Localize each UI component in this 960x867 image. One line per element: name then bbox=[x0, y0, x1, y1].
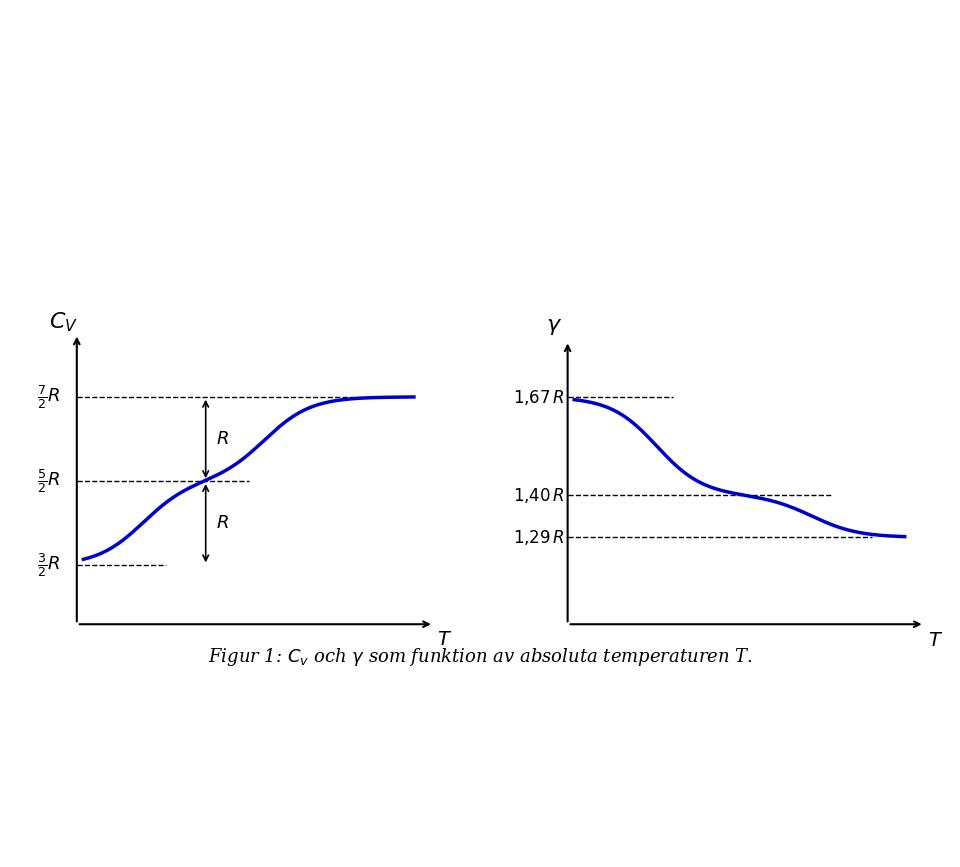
Text: $R$: $R$ bbox=[216, 514, 228, 532]
Text: $1{,}67\,R$: $1{,}67\,R$ bbox=[513, 388, 564, 407]
Text: $1{,}29\,R$: $1{,}29\,R$ bbox=[513, 528, 564, 547]
Text: $R$: $R$ bbox=[216, 430, 228, 448]
Text: Figur 1: $C_v$ och $\gamma$ som funktion av absoluta temperaturen T.: Figur 1: $C_v$ och $\gamma$ som funktion… bbox=[207, 646, 753, 668]
Text: $\frac{7}{2}R$: $\frac{7}{2}R$ bbox=[37, 383, 60, 411]
Text: $1{,}40\,R$: $1{,}40\,R$ bbox=[513, 486, 564, 505]
Text: $\frac{5}{2}R$: $\frac{5}{2}R$ bbox=[37, 467, 60, 495]
Text: $\frac{3}{2}R$: $\frac{3}{2}R$ bbox=[37, 551, 60, 579]
Text: $C_V$: $C_V$ bbox=[49, 310, 78, 334]
Text: $\gamma$: $\gamma$ bbox=[546, 315, 563, 336]
Text: $T$: $T$ bbox=[437, 631, 452, 649]
Text: $T$: $T$ bbox=[928, 631, 943, 649]
